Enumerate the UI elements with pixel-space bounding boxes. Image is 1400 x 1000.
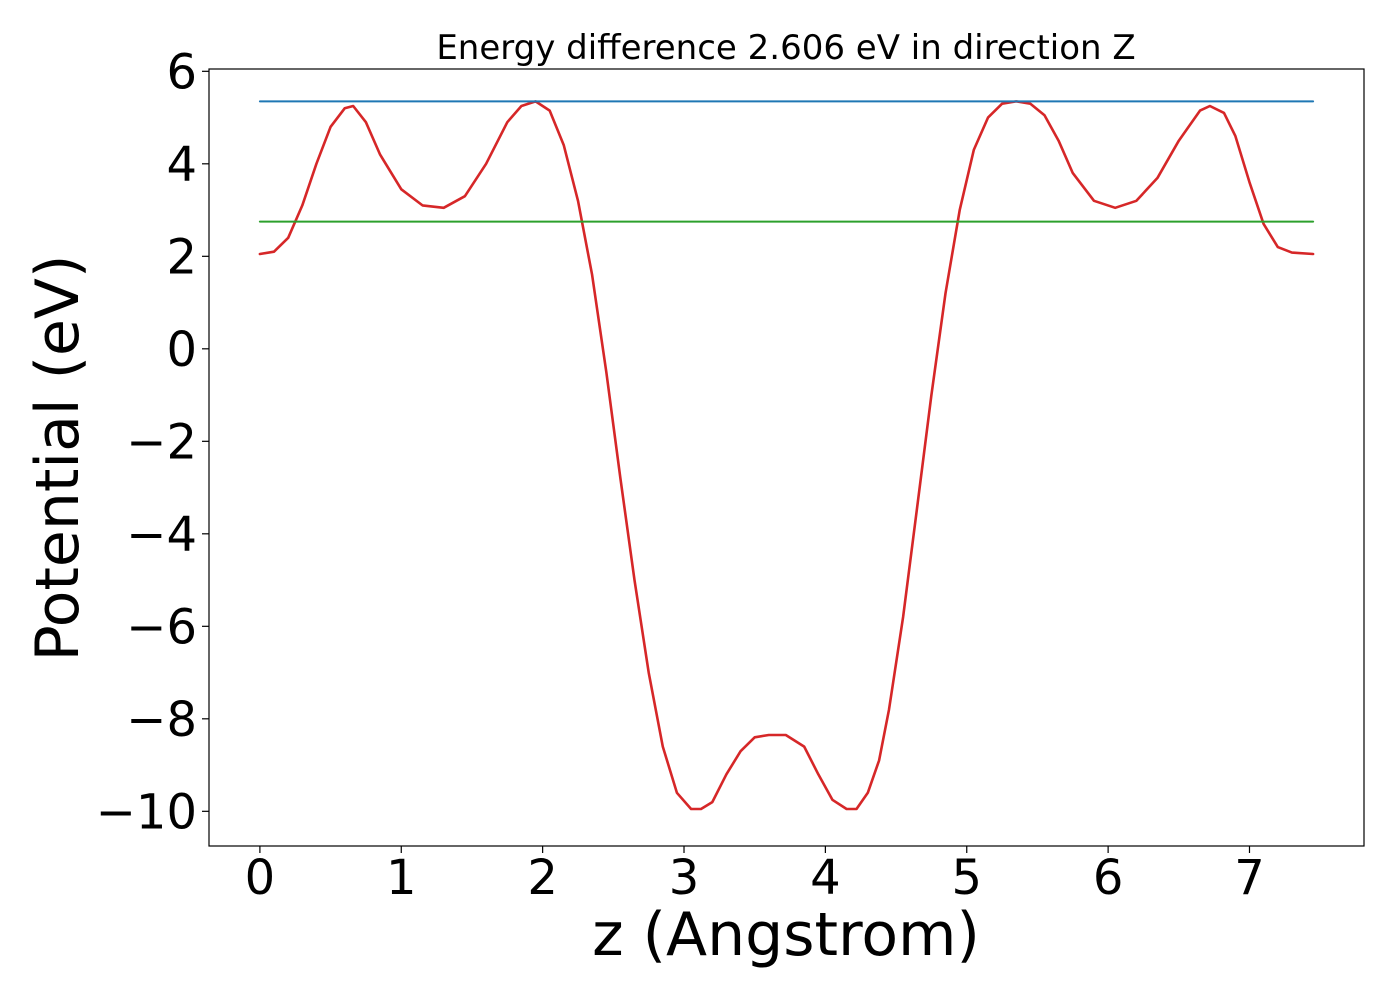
y-tick-label: 0 (166, 322, 197, 378)
x-tick-label: 7 (1234, 850, 1265, 906)
y-tick-label: 4 (166, 137, 197, 193)
x-tick-label: 0 (245, 850, 276, 906)
series-layer (258, 100, 1315, 811)
y-tick-label: −2 (126, 414, 197, 470)
plot-frame (208, 68, 1365, 847)
y-axis-label: Potential (eV) (23, 255, 93, 662)
series-line-0 (258, 100, 1315, 811)
x-tick-label: 6 (1093, 850, 1124, 906)
x-tick-label: 1 (386, 850, 417, 906)
y-tick-label: −8 (126, 692, 197, 748)
x-tick-label: 3 (669, 850, 700, 906)
x-axis: 0 1 2 3 4 5 6 7 (245, 846, 1265, 906)
y-tick-label: −6 (126, 599, 197, 655)
y-tick-label: −4 (126, 507, 197, 563)
x-axis-label: z (Angstrom) (592, 900, 980, 970)
x-tick-label: 2 (527, 850, 558, 906)
y-axis: 6 4 2 0 −2 −4 −6 −8 −10 (96, 44, 209, 840)
y-tick-label: 2 (166, 229, 197, 285)
chart-title: Energy difference 2.606 eV in direction … (436, 28, 1135, 68)
y-tick-label: 6 (166, 44, 197, 100)
y-tick-label: −10 (96, 784, 197, 840)
x-tick-label: 5 (951, 850, 982, 906)
x-tick-label: 4 (810, 850, 841, 906)
